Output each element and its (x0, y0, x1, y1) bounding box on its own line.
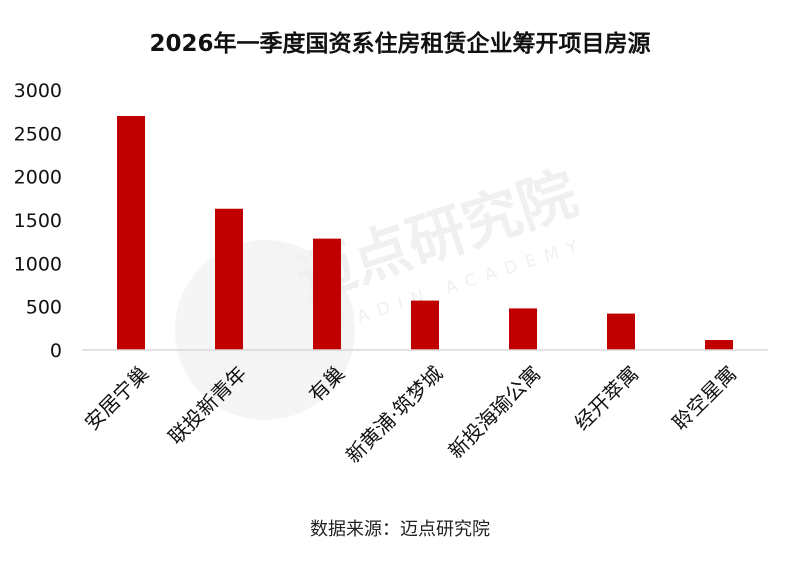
y-tick-label: 3000 (14, 80, 62, 102)
bar (607, 313, 635, 350)
y-tick-label: 500 (26, 297, 62, 319)
bar (509, 308, 537, 350)
bar (411, 300, 439, 350)
y-tick-label: 2000 (14, 167, 62, 189)
y-tick-label: 1500 (14, 210, 62, 232)
y-tick-label: 1000 (14, 253, 62, 275)
y-tick-label: 0 (50, 340, 62, 362)
x-category-label: 经开萃寓 (570, 361, 644, 435)
x-category-label: 新投海瑜公寓 (443, 361, 545, 463)
data-source-note: 数据来源：迈点研究院 (310, 519, 490, 540)
x-category-label: 新黄浦·筑梦城 (341, 361, 447, 467)
bar (705, 340, 733, 350)
y-tick-label: 2500 (14, 123, 62, 145)
x-category-label: 聆空星寓 (668, 361, 742, 435)
y-axis: 0 500 1000 1500 2000 2500 3000 (14, 80, 62, 362)
chart-title: 2026年一季度国资系住房租赁企业筹开项目房源 (149, 31, 651, 57)
x-category-label: 安居宁巢 (80, 361, 154, 435)
bar (215, 208, 243, 350)
bar (313, 238, 341, 350)
bar-series (117, 116, 733, 350)
bar (117, 116, 145, 350)
